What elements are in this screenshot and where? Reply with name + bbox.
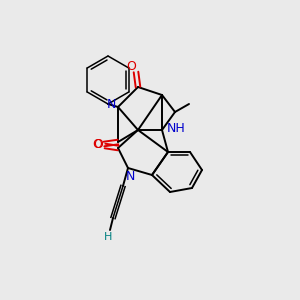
Text: NH: NH [167,122,185,136]
Text: H: H [104,232,112,242]
Text: O: O [126,61,136,74]
Text: N: N [125,169,135,182]
Text: O: O [92,137,102,151]
Text: N: N [106,98,116,112]
Text: O: O [93,139,103,152]
